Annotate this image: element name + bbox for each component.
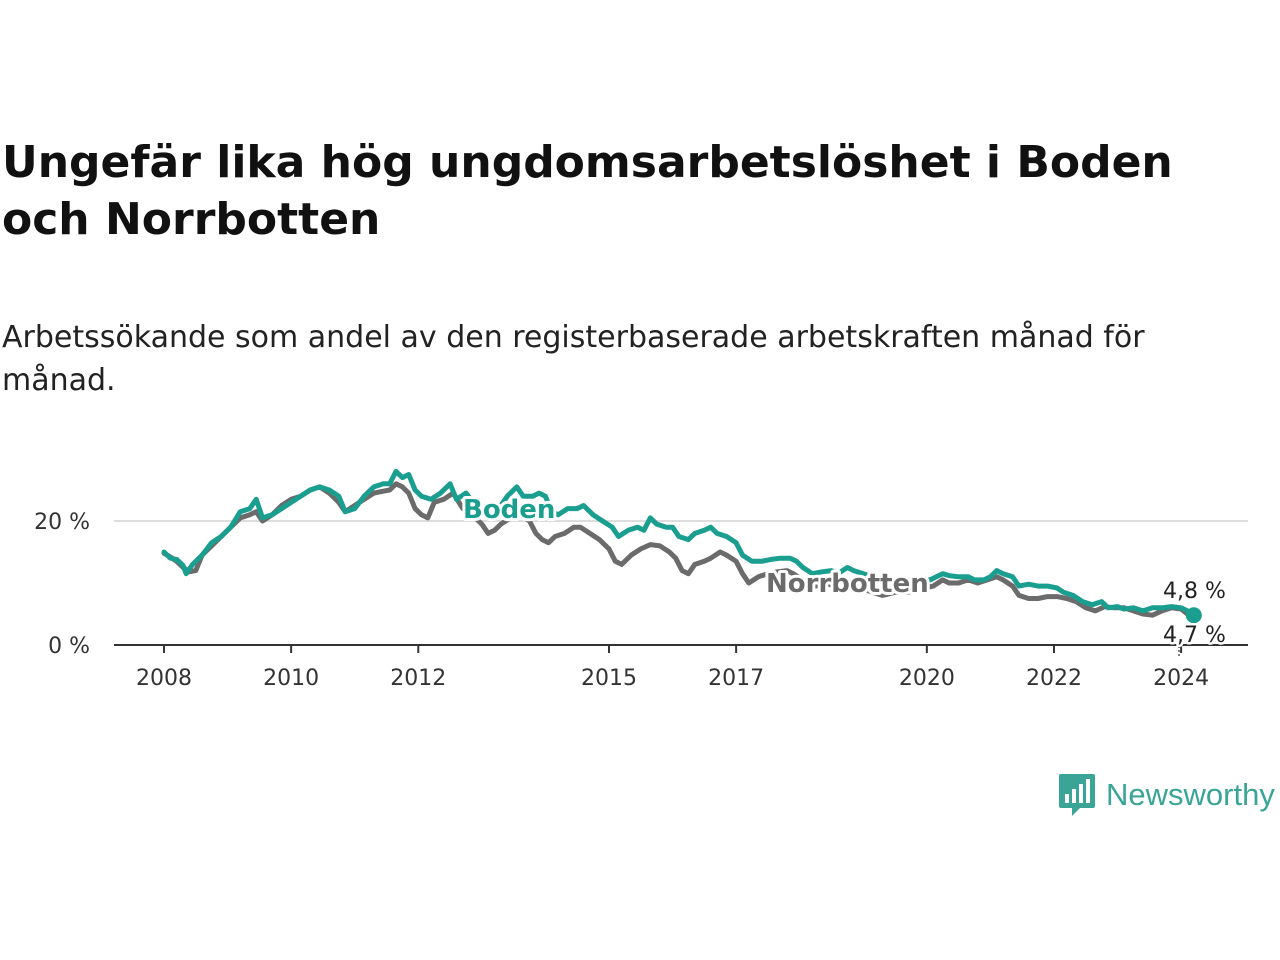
- chart-title: Ungefär lika hög ungdomsarbetslöshet i B…: [2, 137, 1173, 245]
- series-label-norrbotten: Norrbotten: [766, 569, 929, 599]
- x-tick-label: 2008: [136, 666, 192, 691]
- newsworthy-chart-icon: [1059, 774, 1095, 816]
- endpoint-marker: [1185, 607, 1202, 624]
- series-labels: Boden Norrbotten 4,8 % 4,7 %: [460, 492, 1228, 656]
- newsworthy-logo: Newsworthy: [1058, 772, 1275, 818]
- series-line-boden: [161, 468, 1197, 618]
- x-tick-label: 2015: [581, 666, 637, 691]
- series-line-norrbotten: [161, 481, 1197, 619]
- x-tick-label: 2024: [1153, 666, 1209, 691]
- y-tick-label: 0 %: [48, 634, 90, 659]
- y-axis-ticks: 0 % 20 %: [34, 510, 90, 659]
- x-tick-label: 2020: [899, 666, 955, 691]
- end-value-label-boden: 4,8 %: [1163, 579, 1226, 604]
- end-value-label-norrbotten: 4,7 %: [1163, 623, 1226, 648]
- x-axis: 2008 2010 2012 2015 2017 2020 2022 2024: [114, 644, 1248, 691]
- chart-subtitle: Arbetssökande som andel av den registerb…: [2, 320, 1145, 398]
- x-tick-label: 2017: [708, 666, 764, 691]
- y-tick-label: 20 %: [34, 510, 90, 535]
- line-chart: 0 % 20 % 2008 2010 2012 2015 2017 2020 2022 2024…: [34, 468, 1248, 691]
- series-lines: [161, 468, 1197, 619]
- x-tick-label: 2022: [1026, 666, 1082, 691]
- x-tick-label: 2012: [390, 666, 446, 691]
- series-label-boden: Boden: [463, 495, 555, 525]
- x-tick-label: 2010: [263, 666, 319, 691]
- logo-text: Newsworthy: [1106, 777, 1275, 812]
